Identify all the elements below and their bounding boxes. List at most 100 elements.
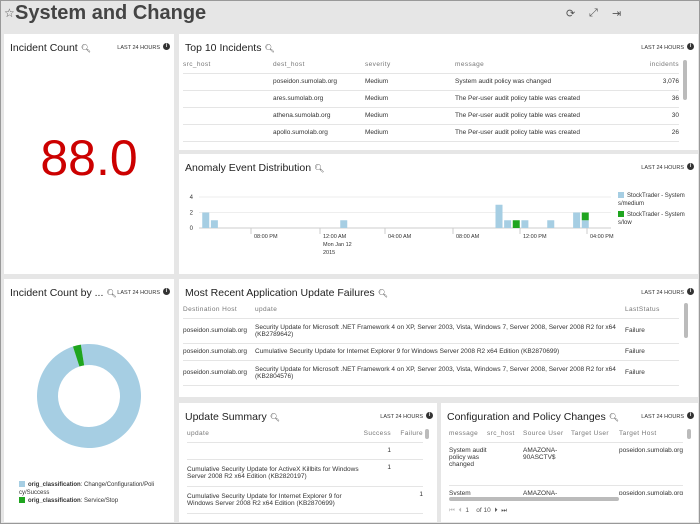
exit-icon[interactable]: ⇥ bbox=[612, 8, 622, 20]
cell bbox=[183, 124, 273, 142]
prev-page-icon[interactable]: ⏴ bbox=[458, 507, 462, 514]
col-header[interactable]: src_host bbox=[487, 426, 523, 443]
histogram-bar[interactable] bbox=[495, 204, 503, 228]
horizontal-scrollbar[interactable] bbox=[449, 497, 619, 501]
cell: System audit policy was changed bbox=[449, 442, 487, 486]
page-total: 10 bbox=[483, 507, 491, 514]
refresh-icon[interactable]: ⟳ bbox=[566, 8, 576, 20]
zoom-icon[interactable]: 🔍︎ bbox=[269, 413, 280, 422]
col-header[interactable]: severity bbox=[365, 57, 455, 74]
info-icon[interactable]: i bbox=[163, 288, 170, 295]
cell: poseidon.sumolab.org bbox=[183, 343, 255, 361]
donut-slice[interactable] bbox=[36, 344, 142, 448]
panel-incident-by-classification: Incident Count by ... 🔍︎ LAST 24 HOURS i o… bbox=[4, 279, 174, 522]
cell: Security Update for Microsoft .NET Frame… bbox=[255, 318, 625, 344]
table-row: System AMAZONA-poseidon.sumolab.org bbox=[449, 485, 683, 495]
expand-icon[interactable]: ⤢ bbox=[589, 7, 598, 19]
col-header[interactable]: message bbox=[449, 426, 487, 443]
star-icon[interactable]: ☆ bbox=[4, 6, 15, 20]
cell: The Per-user audit policy table was crea… bbox=[455, 107, 637, 125]
col-header[interactable]: Source User bbox=[523, 426, 571, 443]
info-icon[interactable]: i bbox=[687, 412, 694, 419]
cell: 3,076 bbox=[636, 73, 679, 91]
scrollbar[interactable] bbox=[684, 303, 688, 338]
info-icon[interactable]: i bbox=[426, 412, 433, 419]
table-row: Cumulative Security Update for Internet … bbox=[187, 486, 423, 514]
cell: apollo.sumolab.org bbox=[273, 124, 365, 142]
date-label: Mon Jan 12 bbox=[323, 242, 352, 248]
cell: athena.sumolab.org bbox=[273, 107, 365, 125]
histogram-bar[interactable] bbox=[521, 220, 529, 228]
last-page-icon[interactable]: ⏭ bbox=[501, 507, 508, 514]
legend-key: orig_classification bbox=[28, 498, 81, 504]
pager: ⏮ ⏴ 1 of 10 ⏵ ⏭ bbox=[449, 507, 507, 515]
scrollbar[interactable] bbox=[687, 429, 691, 439]
col-header[interactable]: Target User bbox=[571, 426, 619, 443]
col-header[interactable]: message bbox=[455, 57, 637, 74]
histogram-bar[interactable] bbox=[581, 220, 589, 228]
info-icon[interactable]: i bbox=[687, 43, 694, 50]
next-page-icon[interactable]: ⏵ bbox=[494, 507, 498, 514]
time-range: LAST 24 HOURS bbox=[117, 45, 160, 51]
histogram-bar[interactable] bbox=[573, 212, 581, 229]
zoom-icon[interactable]: 🔍︎ bbox=[314, 164, 325, 173]
zoom-icon[interactable]: 🔍︎ bbox=[80, 44, 91, 53]
legend-item[interactable]: StockTrader - System s/medium bbox=[618, 192, 698, 208]
histogram-bar[interactable] bbox=[210, 220, 218, 228]
donut-slice[interactable] bbox=[72, 344, 85, 367]
config-table: message src_host Source User Target User Tar… bbox=[449, 426, 683, 495]
cell: Medium bbox=[365, 107, 455, 125]
cell: AMAZONA- bbox=[523, 485, 571, 495]
col-header[interactable]: dest_host bbox=[273, 57, 365, 74]
table-row: poseidon.sumolab.org Medium System audit p… bbox=[183, 73, 679, 91]
table-row: 1 bbox=[187, 442, 423, 460]
col-header[interactable]: update bbox=[187, 426, 359, 443]
histogram-bar[interactable] bbox=[581, 212, 589, 221]
col-header[interactable]: LastStatus bbox=[625, 302, 679, 319]
col-header[interactable]: Target Host bbox=[619, 426, 683, 443]
col-header[interactable]: src_host bbox=[183, 57, 273, 74]
info-icon[interactable]: i bbox=[163, 43, 170, 50]
x-tick-label: 08:00 AM bbox=[456, 234, 480, 240]
scrollbar[interactable] bbox=[425, 429, 429, 439]
info-icon[interactable]: i bbox=[687, 288, 694, 295]
cell: The Per-user audit policy table was crea… bbox=[455, 124, 637, 142]
cell bbox=[571, 442, 619, 486]
panel-title: Most Recent Application Update Failures bbox=[185, 287, 375, 299]
info-icon[interactable]: i bbox=[687, 163, 694, 170]
legend-item[interactable]: StockTrader - System s/low bbox=[618, 211, 698, 227]
panel-top10-incidents: Top 10 Incidents 🔍︎ LAST 24 HOURS i src_ho… bbox=[179, 34, 698, 150]
zoom-icon[interactable]: 🔍︎ bbox=[608, 413, 619, 422]
histogram-bar[interactable] bbox=[504, 220, 512, 228]
histogram-bar[interactable] bbox=[202, 212, 210, 229]
first-page-icon[interactable]: ⏮ bbox=[449, 507, 455, 514]
zoom-icon[interactable]: 🔍︎ bbox=[264, 44, 275, 53]
cell: 26 bbox=[636, 124, 679, 142]
table-row: ares.sumolab.org Medium The Per-user audit… bbox=[183, 90, 679, 108]
col-header[interactable]: update bbox=[255, 302, 625, 319]
zoom-icon[interactable]: 🔍︎ bbox=[377, 289, 388, 298]
table-row: Cumulative Security Update for ActiveX K… bbox=[187, 459, 423, 487]
legend-label: : Change/Configuration/Poli cy/Success bbox=[19, 482, 155, 496]
panel-config-policy-changes: Configuration and Policy Changes 🔍︎ LAST … bbox=[441, 403, 698, 522]
cell: 1 bbox=[359, 459, 391, 487]
table-row: athena.sumolab.org Medium The Per-user aud… bbox=[183, 107, 679, 125]
table-row: System audit policy was changed AMAZONA-9… bbox=[449, 442, 683, 486]
histogram-bar[interactable] bbox=[340, 220, 348, 228]
col-header[interactable]: Success bbox=[359, 426, 391, 443]
scrollbar[interactable] bbox=[683, 60, 687, 100]
cell bbox=[187, 442, 359, 460]
col-header[interactable]: Failure bbox=[391, 426, 423, 443]
page-input[interactable]: 1 bbox=[465, 507, 469, 514]
legend-item[interactable]: orig_classification: Service/Stop bbox=[19, 497, 169, 505]
panel-title: Anomaly Event Distribution bbox=[185, 162, 312, 174]
col-header[interactable]: Destination Host bbox=[183, 302, 255, 319]
chart-legend: StockTrader - System s/medium StockTrade… bbox=[618, 192, 698, 227]
legend-label: StockTrader - System s/low bbox=[618, 212, 685, 226]
panel-title: Incident Count by ... bbox=[10, 287, 104, 299]
histogram-bar[interactable] bbox=[547, 220, 555, 228]
col-header[interactable]: incidents bbox=[636, 57, 679, 74]
legend-item[interactable]: orig_classification: Change/Configuratio… bbox=[19, 481, 169, 497]
histogram-bar[interactable] bbox=[512, 220, 520, 228]
zoom-icon[interactable]: 🔍︎ bbox=[106, 289, 117, 298]
